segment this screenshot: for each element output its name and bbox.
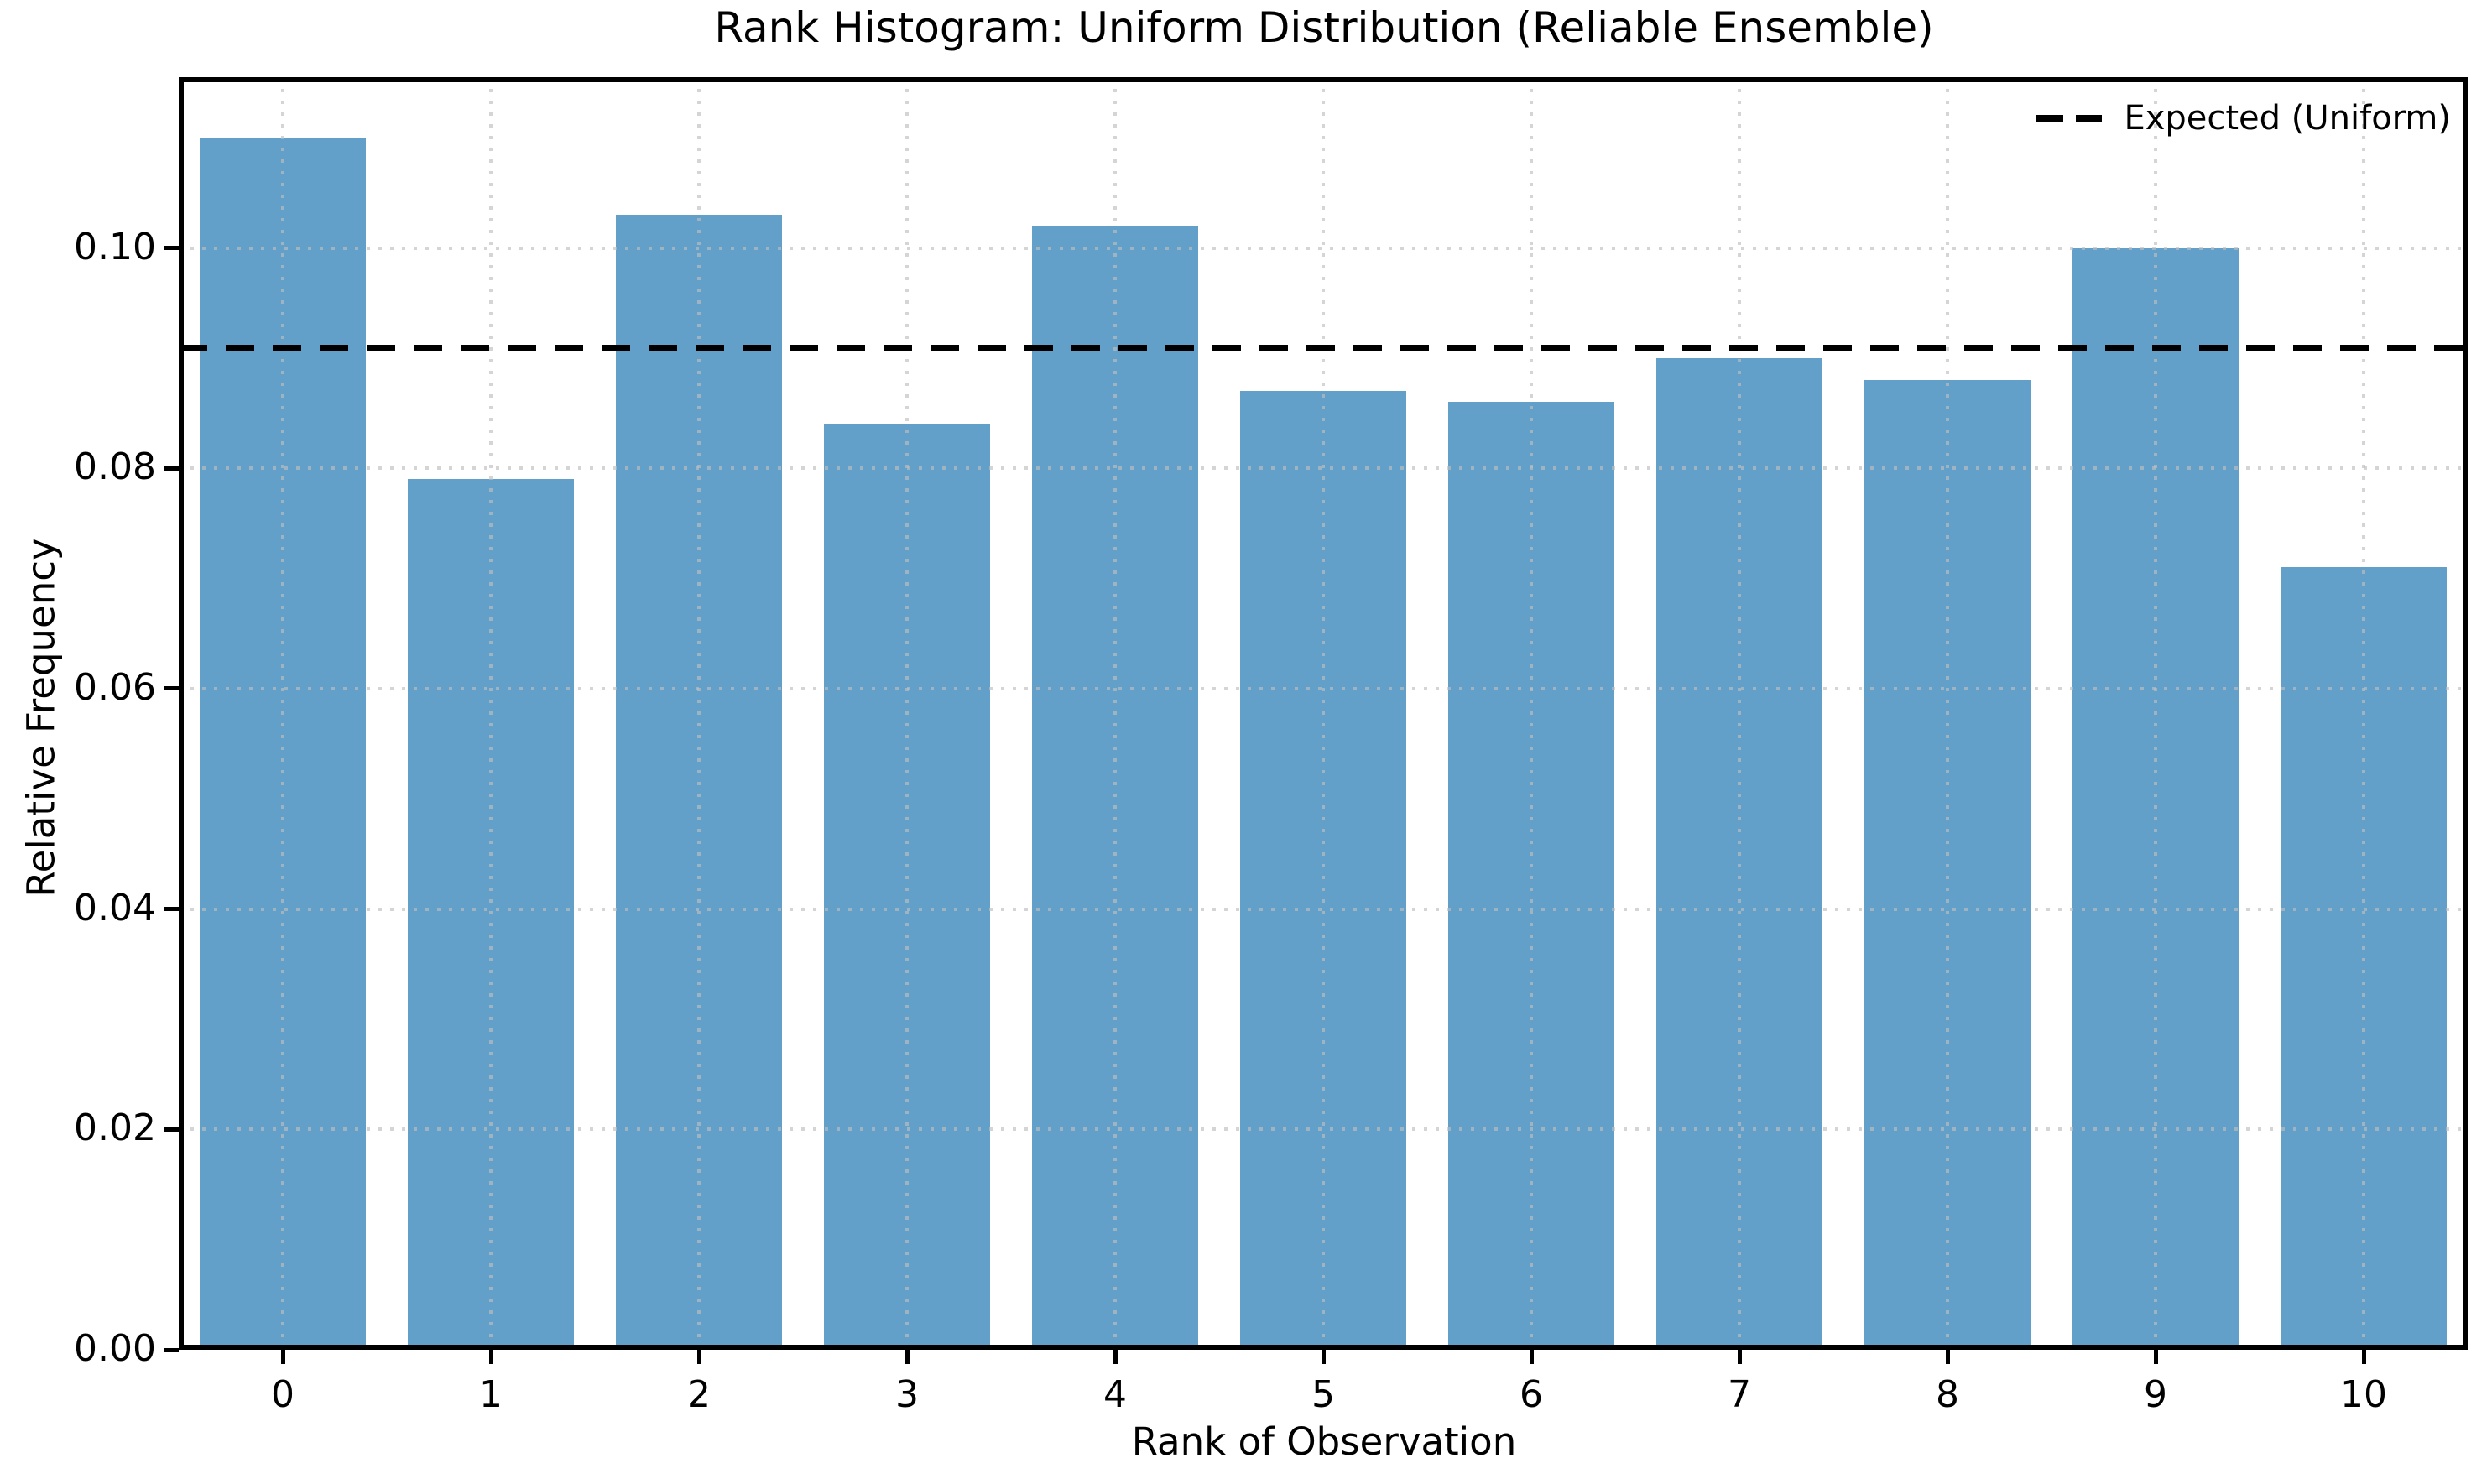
- x-tick-label-2: 2: [687, 1373, 711, 1416]
- x-tick-label-4: 4: [1103, 1373, 1127, 1416]
- x-gridline-3: [905, 77, 909, 1350]
- x-tick-mark-8: [1945, 1350, 1950, 1364]
- x-gridline-0: [281, 77, 284, 1350]
- x-tick-mark-6: [1529, 1350, 1534, 1364]
- x-gridline-5: [1322, 77, 1325, 1350]
- x-tick-label-7: 7: [1728, 1373, 1751, 1416]
- expected-uniform-line: [179, 345, 2468, 352]
- x-tick-label-1: 1: [479, 1373, 503, 1416]
- y-tick-mark-0.08: [164, 466, 179, 471]
- x-tick-mark-5: [1321, 1350, 1326, 1364]
- x-gridline-1: [489, 77, 493, 1350]
- x-gridline-10: [2362, 77, 2365, 1350]
- axes-spine-left: [179, 77, 184, 1350]
- y-tick-mark-0.06: [164, 686, 179, 691]
- y-tick-mark-0.00: [164, 1347, 179, 1352]
- x-tick-mark-9: [2153, 1350, 2158, 1364]
- x-axis-label: Rank of Observation: [1131, 1419, 1517, 1464]
- x-gridline-8: [1946, 77, 1949, 1350]
- x-tick-label-3: 3: [895, 1373, 919, 1416]
- x-tick-mark-10: [2361, 1350, 2366, 1364]
- x-tick-mark-1: [488, 1350, 493, 1364]
- y-tick-mark-0.10: [164, 246, 179, 251]
- y-tick-mark-0.02: [164, 1127, 179, 1132]
- chart-title: Rank Histogram: Uniform Distribution (Re…: [714, 3, 1934, 52]
- y-tick-label-0.00: 0.00: [74, 1327, 156, 1370]
- x-gridline-7: [1738, 77, 1741, 1350]
- x-tick-label-8: 8: [1936, 1373, 1959, 1416]
- x-tick-mark-0: [280, 1350, 285, 1364]
- x-tick-label-10: 10: [2340, 1373, 2387, 1416]
- x-gridline-4: [1113, 77, 1117, 1350]
- x-tick-label-0: 0: [271, 1373, 295, 1416]
- x-tick-mark-2: [696, 1350, 701, 1364]
- x-gridline-2: [697, 77, 701, 1350]
- legend-dashed-line-sample: [2036, 115, 2103, 122]
- legend: Expected (Uniform): [2036, 99, 2451, 138]
- y-axis-label: Relative Frequency: [18, 538, 64, 898]
- axes-spine-top: [179, 77, 2468, 82]
- y-tick-label-0.06: 0.06: [74, 665, 156, 709]
- x-gridline-6: [1530, 77, 1533, 1350]
- y-tick-label-0.10: 0.10: [74, 225, 156, 268]
- x-gridline-9: [2154, 77, 2157, 1350]
- y-tick-label-0.08: 0.08: [74, 445, 156, 489]
- axes-spine-bottom: [179, 1345, 2468, 1350]
- x-tick-label-6: 6: [1520, 1373, 1543, 1416]
- x-tick-mark-4: [1113, 1350, 1118, 1364]
- x-tick-label-9: 9: [2144, 1373, 2167, 1416]
- plot-area: Expected (Uniform): [179, 77, 2468, 1350]
- x-tick-mark-3: [905, 1350, 910, 1364]
- axes-spine-right: [2463, 77, 2468, 1350]
- y-tick-mark-0.04: [164, 907, 179, 912]
- x-tick-mark-7: [1737, 1350, 1742, 1364]
- y-tick-label-0.04: 0.04: [74, 886, 156, 929]
- y-tick-label-0.02: 0.02: [74, 1106, 156, 1150]
- x-tick-label-5: 5: [1311, 1373, 1335, 1416]
- legend-entry-label: Expected (Uniform): [2124, 99, 2451, 138]
